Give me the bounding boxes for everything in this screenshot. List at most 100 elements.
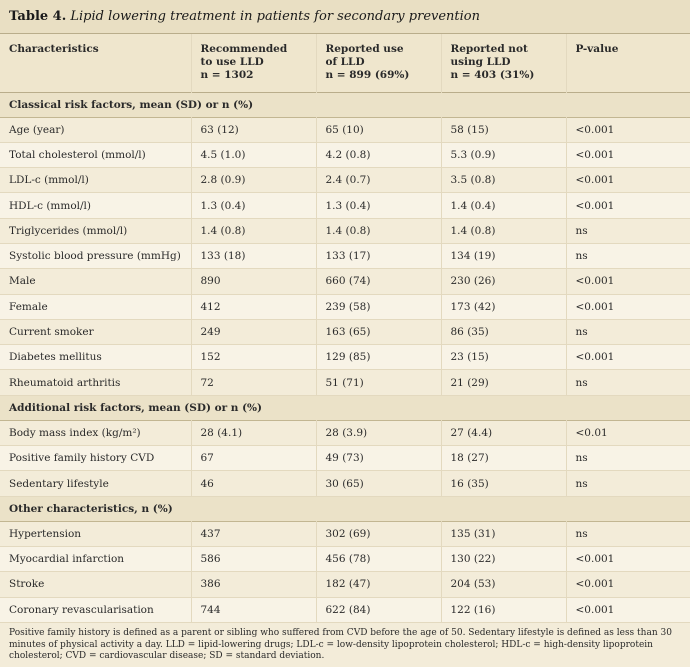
row-label: Current smoker [9,326,94,339]
row-label: Triglycerides (mmol/l) [9,224,128,237]
table-cell: 58 (15) [440,117,566,143]
table-cell: 4.2 (0.8) [315,142,441,168]
table-cell: 173 (42) [440,294,566,320]
table-row: Coronary revascularisation 744 622 (84) 122… [0,597,690,623]
table-cell: 1.4 (0.8) [315,218,441,244]
table-cell: 204 (53) [440,571,566,598]
table-cell: 249 [190,319,316,345]
column-header: Recommended to use LLD n = 1302 [190,34,316,92]
table-row: Stroke 386 182 (47) 204 (53) <0.001 [0,571,690,598]
table-cell: 1.3 (0.4) [315,192,441,219]
data-table: Characteristics Recommended to use LLD n = … [0,34,690,623]
table-cell: 129 (85) [315,344,441,370]
column-header: Reported use of LLD n = 899 (69%) [315,34,441,92]
column-header-line: to use LLD [200,56,264,68]
column-header-line: n = 403 (31%) [450,69,535,81]
table-title: Lipid lowering treatment in patients for… [70,9,480,24]
table-cell: 412 [190,294,316,320]
column-header-line: P-value [575,43,619,55]
table-caption: Table 4. Lipid lowering treatment in pat… [0,0,690,34]
column-header-line: Reported not [450,43,528,55]
table-row: Positive family history CVD 67 49 (73) 18 (… [0,445,690,471]
table-cell: 239 (58) [315,294,441,320]
column-header-line: of LLD [325,56,365,68]
table-cell: 152 [190,344,316,370]
table-row: Systolic blood pressure (mmHg) 133 (18) 13… [0,243,690,269]
table-cell: ns [565,218,690,244]
table-cell: 622 (84) [315,597,441,623]
column-header-line: Recommended [200,43,288,55]
table-cell: 67 [190,445,316,471]
table-cell: 744 [190,597,316,623]
table-cell: 133 (17) [315,243,441,269]
column-header-line: Characteristics [9,43,99,55]
section-row: Additional risk factors, mean (SD) or n … [0,395,690,421]
table-cell: 86 (35) [440,319,566,345]
table-cell: <0.001 [565,268,690,295]
table-cell: 1.4 (0.8) [440,218,566,244]
table-cell: ns [565,521,690,547]
table-cell: 134 (19) [440,243,566,269]
table-cell: 51 (71) [315,369,441,396]
row-label: LDL-c (mmol/l) [9,174,89,187]
row-label: Positive family history CVD [9,452,155,465]
row-label: Diabetes mellitus [9,351,102,364]
table-footnote: Positive family history is defined as a … [9,628,672,661]
table-row: Sedentary lifestyle 46 30 (65) 16 (35) ns [0,470,690,497]
row-label: Sedentary lifestyle [9,477,109,490]
table-cell: 21 (29) [440,369,566,396]
table-row: LDL-c (mmol/l) 2.8 (0.9) 2.4 (0.7) 3.5 (0.8… [0,167,690,193]
table-cell: 46 [190,470,316,497]
table-cell: 63 (12) [190,117,316,143]
table-row: Myocardial infarction 586 456 (78) 130 (22)… [0,546,690,572]
table-row: Rheumatoid arthritis 72 51 (71) 21 (29) ns [0,369,690,396]
table-cell: 30 (65) [315,470,441,497]
table-cell: <0.001 [565,546,690,572]
table-cell: 130 (22) [440,546,566,572]
row-label: Age (year) [9,123,65,136]
table-cell: 49 (73) [315,445,441,471]
section-row: Other characteristics, n (%) [0,496,690,522]
table-cell: <0.001 [565,117,690,143]
table-cell: 163 (65) [315,319,441,345]
table-cell: 18 (27) [440,445,566,471]
table-cell: <0.001 [565,597,690,623]
column-header: Characteristics [0,34,191,92]
table-cell: 386 [190,571,316,598]
row-label: Hypertension [9,527,82,540]
column-header-line: Reported use [325,43,404,55]
table-cell: 302 (69) [315,521,441,547]
table-cell: ns [565,470,690,497]
table-cell: ns [565,369,690,396]
row-label: HDL-c (mmol/l) [9,199,91,212]
table-cell: <0.001 [565,344,690,370]
row-label: Myocardial infarction [9,553,125,566]
table-cell: <0.001 [565,192,690,219]
row-label: Systolic blood pressure (mmHg) [9,250,181,263]
table-cell: 437 [190,521,316,547]
table-cell: 182 (47) [315,571,441,598]
table-cell: <0.01 [565,420,690,446]
row-label: Coronary revascularisation [9,603,154,616]
table-cell: 3.5 (0.8) [440,167,566,193]
row-label: Total cholesterol (mmol/l) [9,148,146,161]
table-cell: 65 (10) [315,117,441,143]
table-cell: 5.3 (0.9) [440,142,566,168]
header-row: Characteristics Recommended to use LLD n = … [0,34,690,92]
column-header-line: n = 1302 [200,69,254,81]
row-label: Body mass index (kg/m²) [9,426,141,439]
table-row: Total cholesterol (mmol/l) 4.5 (1.0) 4.2 (… [0,142,690,168]
column-header: Reported not using LLD n = 403 (31%) [440,34,566,92]
table-cell: <0.001 [565,571,690,598]
table-cell: 1.3 (0.4) [190,192,316,219]
table-cell: ns [565,319,690,345]
table-body: Classical risk factors, mean (SD) or n (… [0,92,690,623]
table-row: HDL-c (mmol/l) 1.3 (0.4) 1.3 (0.4) 1.4 (0.4… [0,192,690,219]
table-row: Body mass index (kg/m²) 28 (4.1) 28 (3.9) 2… [0,420,690,446]
table-row: Male 890 660 (74) 230 (26) <0.001 [0,268,690,295]
column-header: P-value [565,34,690,92]
table-cell: 135 (31) [440,521,566,547]
section-title: Additional risk factors, mean (SD) or n … [9,401,262,414]
column-header-line: using LLD [450,56,511,68]
table-cell: 586 [190,546,316,572]
